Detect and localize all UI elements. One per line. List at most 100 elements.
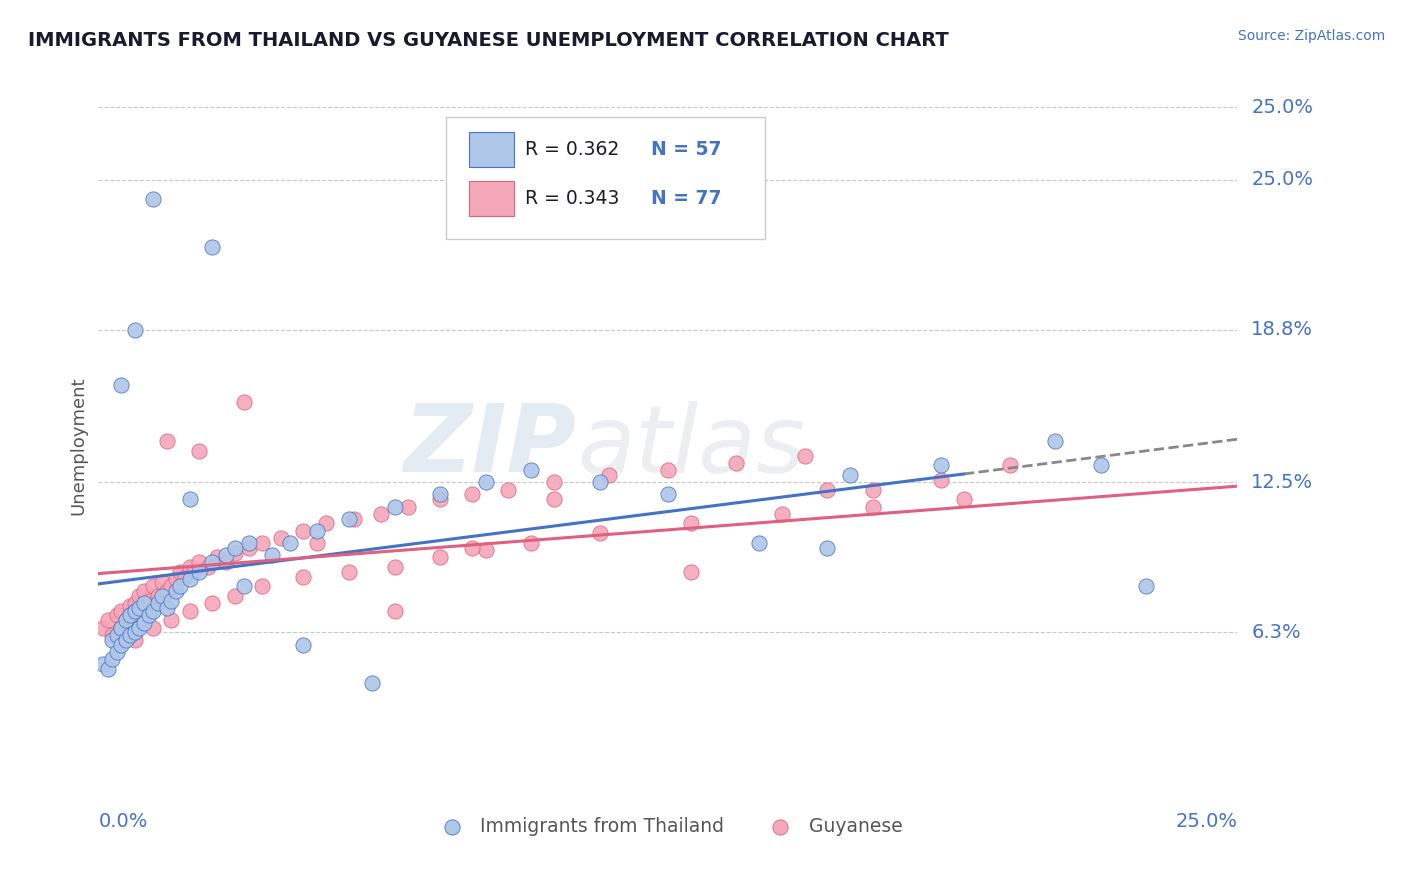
Text: 6.3%: 6.3% [1251,623,1301,642]
Point [110,621,132,635]
Point [132,584,155,599]
Point [132,615,155,630]
Point [1135,579,1157,593]
Point [146,596,169,610]
Point [179,604,201,618]
Point [142,579,165,593]
Point [179,572,201,586]
Point [384,560,406,574]
Point [124,604,146,618]
Point [998,458,1021,473]
Point [187,565,209,579]
Point [124,625,146,640]
Point [128,589,150,603]
Text: N = 57: N = 57 [651,140,721,160]
Text: ZIP: ZIP [404,400,576,492]
Point [233,395,256,409]
Point [197,560,219,574]
Text: R = 0.343: R = 0.343 [526,189,620,208]
Point [224,589,246,603]
Text: 25.0%: 25.0% [1251,170,1313,189]
Point [292,524,315,538]
Point [1090,458,1112,473]
Text: 25.0%: 25.0% [1251,97,1313,117]
Point [128,601,150,615]
Point [179,492,201,507]
Point [252,536,274,550]
Point [839,468,862,483]
Point [929,458,952,473]
Point [101,628,124,642]
Point [91,657,114,671]
Point [142,192,165,206]
Point [292,638,315,652]
Text: 12.5%: 12.5% [1251,473,1313,491]
Point [337,565,360,579]
Point [224,541,246,555]
Point [520,536,543,550]
Point [815,541,838,555]
Point [128,621,150,635]
Point [461,487,484,501]
Point [224,545,246,559]
Point [96,662,118,676]
Point [150,574,173,589]
Point [110,638,132,652]
Text: 18.8%: 18.8% [1251,320,1313,339]
Point [91,621,114,635]
Point [498,483,520,497]
Point [384,500,406,514]
Point [201,240,224,254]
Point [160,594,183,608]
Point [929,473,952,487]
Point [260,548,283,562]
Point [270,531,292,545]
Point [160,579,183,593]
Point [110,628,132,642]
Point [142,604,165,618]
Point [588,475,610,490]
Point [138,594,160,608]
Point [156,434,179,449]
Point [337,511,360,525]
Point [588,526,610,541]
Point [307,524,329,538]
Point [598,468,620,483]
Text: atlas: atlas [576,401,806,491]
Point [679,516,702,531]
Text: Source: ZipAtlas.com: Source: ZipAtlas.com [1237,29,1385,43]
Point [815,483,838,497]
Point [360,676,382,690]
Point [150,589,173,603]
Point [187,555,209,569]
Point [862,500,884,514]
Point [160,613,183,627]
Point [215,555,238,569]
Point [215,548,238,562]
Point [146,589,169,603]
Legend: Immigrants from Thailand, Guyanese: Immigrants from Thailand, Guyanese [426,809,910,843]
Point [105,608,128,623]
Point [114,632,136,647]
Point [124,596,146,610]
FancyBboxPatch shape [468,132,515,168]
Point [474,475,496,490]
Point [543,475,565,490]
Point [370,507,392,521]
Point [953,492,976,507]
Text: N = 77: N = 77 [651,189,721,208]
Point [187,443,209,458]
Point [461,541,484,555]
Point [315,516,337,531]
Point [384,604,406,618]
Point [105,628,128,642]
FancyBboxPatch shape [446,117,765,239]
Point [201,555,224,569]
Point [120,628,142,642]
Point [1043,434,1066,449]
Point [120,599,142,613]
Text: R = 0.362: R = 0.362 [526,140,620,160]
Point [169,579,191,593]
Point [201,596,224,610]
Point [132,596,155,610]
